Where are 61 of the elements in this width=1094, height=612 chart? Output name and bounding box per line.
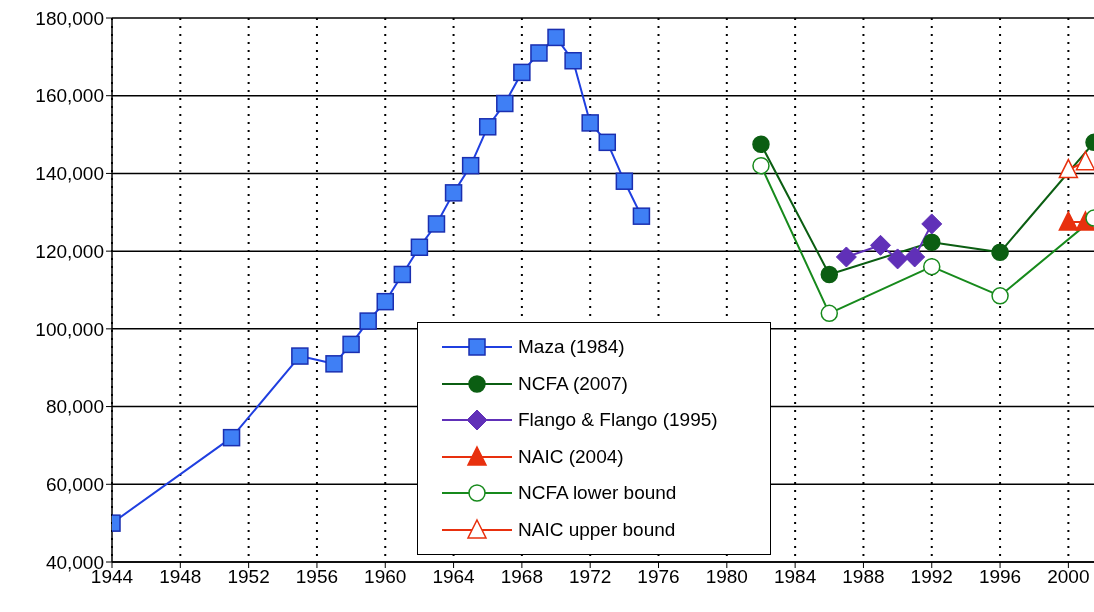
x-tick-label: 1992 [910,566,953,588]
point [904,246,926,268]
point [752,156,770,175]
x-tick-label: 1972 [569,566,612,588]
point [870,234,892,256]
point [342,335,360,354]
y-tick-label: 60,000 [45,474,104,496]
x-tick-label: 1988 [842,566,885,588]
legend-label: NAIC (2004) [518,445,624,468]
x-tick-label: 1960 [364,566,407,588]
x-tick-label: 1968 [500,566,544,588]
point [820,304,839,323]
point [923,257,941,276]
point [461,156,480,175]
x-tick-label: 1980 [705,566,748,588]
y-tick-label: 100,000 [35,318,104,340]
point [359,312,377,330]
legend-label: NAIC upper bound [518,518,676,541]
point [513,63,531,82]
point [991,243,1009,262]
y-tick-label: 120,000 [35,240,104,262]
point [547,28,565,47]
point [632,207,651,225]
point [752,135,770,154]
point [921,213,943,235]
point [923,233,941,251]
point [410,238,429,257]
legend-label: NCFA (2007) [518,372,628,395]
point [444,184,463,202]
y-tick-label: 140,000 [35,163,104,185]
x-tick-label: 1956 [295,566,339,588]
legend-label: Flango & Flango (1995) [518,409,718,432]
point [887,248,909,270]
point [991,287,1009,305]
point [427,215,446,233]
point [581,114,599,132]
legend-label: NCFA lower bound [518,482,677,505]
point [376,292,394,311]
point [496,94,514,113]
point [820,265,839,284]
point [393,265,412,284]
x-tick-label: 1948 [159,566,202,588]
y-tick-label: 160,000 [35,85,104,107]
point [530,44,548,62]
y-tick-label: 80,000 [45,396,104,418]
point [615,172,634,190]
point [598,133,617,152]
point [478,118,497,136]
x-tick-label: 1996 [978,566,1022,588]
x-tick-label: 1952 [227,566,270,588]
point [325,355,343,373]
point [564,51,582,70]
x-tick-label: 1976 [637,566,680,588]
point [222,428,241,447]
x-tick-label: 1984 [773,566,817,588]
point [835,246,857,268]
point [291,347,309,365]
y-tick-label: 180,000 [35,7,104,29]
legend-label: Maza (1984) [518,336,625,359]
x-tick-label: 1964 [432,566,476,588]
x-tick-label: 2000 [1047,566,1090,588]
